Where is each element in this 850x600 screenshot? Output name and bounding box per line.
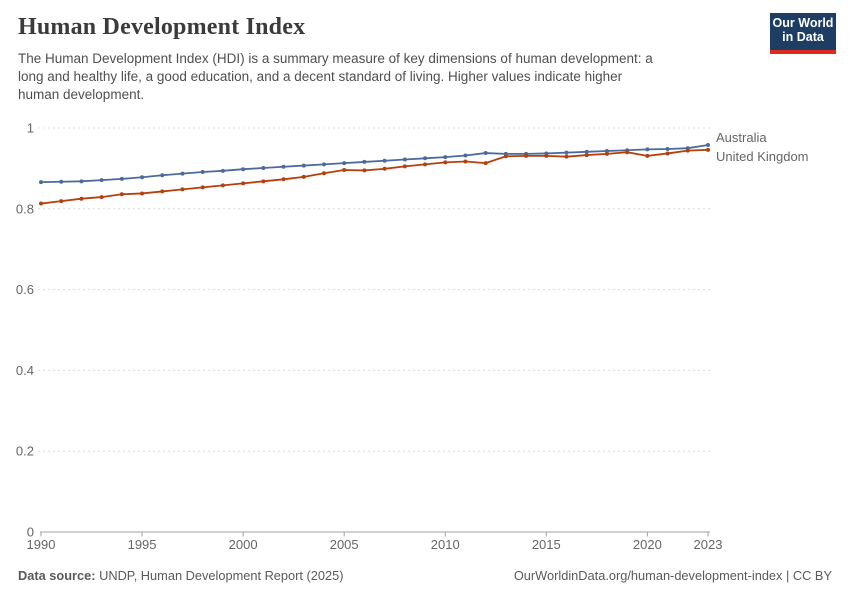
- x-axis-label: 2015: [532, 537, 561, 552]
- y-axis-label: 0.2: [16, 444, 34, 459]
- data-point-marker[interactable]: [382, 158, 387, 163]
- data-point-marker[interactable]: [241, 167, 246, 172]
- data-point-marker[interactable]: [705, 147, 710, 152]
- series-line-australia[interactable]: [39, 142, 710, 185]
- y-axis-label: 0.8: [16, 201, 34, 216]
- data-point-marker[interactable]: [443, 160, 448, 165]
- data-point-marker[interactable]: [160, 189, 165, 194]
- data-point-marker[interactable]: [463, 153, 468, 158]
- series-path-australia: [40, 144, 709, 184]
- data-point-marker[interactable]: [241, 181, 246, 186]
- data-source-note: Data source: UNDP, Human Development Rep…: [18, 568, 344, 583]
- data-point-marker[interactable]: [59, 199, 64, 204]
- data-point-marker[interactable]: [39, 201, 43, 206]
- data-point-marker[interactable]: [119, 176, 124, 181]
- page-title: Human Development Index: [18, 14, 306, 40]
- data-point-marker[interactable]: [281, 177, 286, 182]
- data-point-marker[interactable]: [79, 179, 84, 184]
- x-axis-label: 1990: [27, 537, 56, 552]
- data-point-marker[interactable]: [443, 155, 448, 160]
- chart-footer: Data source: UNDP, Human Development Rep…: [18, 568, 832, 583]
- x-axis-label: 2005: [330, 537, 359, 552]
- data-point-marker[interactable]: [301, 174, 306, 179]
- x-axis-label: 2010: [431, 537, 460, 552]
- data-point-marker[interactable]: [140, 191, 145, 196]
- data-point-marker[interactable]: [321, 162, 326, 167]
- owid-logo-line1: Our World: [772, 16, 834, 30]
- series-path-united-kingdom: [40, 148, 709, 205]
- series-line-united-kingdom[interactable]: [39, 147, 710, 206]
- data-point-marker[interactable]: [402, 164, 407, 169]
- owid-logo[interactable]: Our World in Data: [770, 13, 836, 54]
- data-point-marker[interactable]: [281, 164, 286, 169]
- data-point-marker[interactable]: [261, 179, 266, 184]
- data-point-marker[interactable]: [342, 168, 347, 173]
- data-point-marker[interactable]: [645, 153, 650, 158]
- y-axis-label: 1: [27, 121, 34, 136]
- data-point-marker[interactable]: [342, 161, 347, 166]
- data-point-marker[interactable]: [200, 185, 205, 190]
- data-point-marker[interactable]: [180, 187, 185, 192]
- data-point-marker[interactable]: [685, 148, 690, 153]
- data-point-marker[interactable]: [321, 171, 326, 176]
- data-point-marker[interactable]: [503, 154, 508, 159]
- data-point-marker[interactable]: [665, 147, 670, 152]
- data-point-marker[interactable]: [99, 178, 104, 183]
- data-point-marker[interactable]: [625, 150, 630, 155]
- data-point-marker[interactable]: [220, 168, 225, 173]
- data-point-marker[interactable]: [483, 151, 488, 156]
- x-axis-label: 1995: [128, 537, 157, 552]
- y-axis-label: 0.6: [16, 282, 34, 297]
- y-axis-label: 0.4: [16, 363, 34, 378]
- data-point-marker[interactable]: [584, 149, 589, 154]
- data-point-marker[interactable]: [119, 192, 124, 197]
- data-point-marker[interactable]: [160, 173, 165, 178]
- data-source-label: Data source:: [18, 568, 96, 583]
- data-point-marker[interactable]: [584, 153, 589, 158]
- data-point-marker[interactable]: [382, 166, 387, 171]
- data-point-marker[interactable]: [705, 142, 710, 147]
- chart-subtitle: The Human Development Index (HDI) is a s…: [18, 51, 653, 102]
- data-point-marker[interactable]: [564, 150, 569, 155]
- legend-label-australia[interactable]: Australia: [716, 130, 767, 145]
- data-point-marker[interactable]: [423, 156, 428, 161]
- x-axis-label: 2020: [633, 537, 662, 552]
- x-axis-label: 2000: [229, 537, 258, 552]
- data-point-marker[interactable]: [59, 179, 64, 184]
- data-point-marker[interactable]: [200, 170, 205, 175]
- data-point-marker[interactable]: [645, 147, 650, 152]
- data-point-marker[interactable]: [665, 151, 670, 156]
- chart-header: Human Development Index The Human Develo…: [18, 14, 758, 104]
- owid-logo-line2: in Data: [782, 30, 824, 44]
- data-point-marker[interactable]: [99, 195, 104, 200]
- data-source-text: UNDP, Human Development Report (2025): [95, 568, 344, 583]
- legend-label-united-kingdom[interactable]: United Kingdom: [716, 149, 809, 164]
- data-point-marker[interactable]: [39, 180, 43, 185]
- data-point-marker[interactable]: [79, 196, 84, 201]
- data-point-marker[interactable]: [544, 153, 549, 158]
- data-point-marker[interactable]: [604, 149, 609, 154]
- x-axis-label: 2023: [694, 537, 723, 552]
- data-point-marker[interactable]: [362, 159, 367, 164]
- owid-citation-link[interactable]: OurWorldinData.org/human-development-ind…: [513, 568, 832, 583]
- data-point-marker[interactable]: [604, 151, 609, 156]
- data-point-marker[interactable]: [362, 168, 367, 173]
- data-point-marker[interactable]: [220, 183, 225, 188]
- y-axis-label: 0: [27, 525, 34, 540]
- data-point-marker[interactable]: [180, 171, 185, 176]
- data-point-marker[interactable]: [524, 153, 529, 158]
- data-point-marker[interactable]: [564, 154, 569, 159]
- data-point-marker[interactable]: [423, 162, 428, 167]
- data-point-marker[interactable]: [483, 161, 488, 166]
- data-point-marker[interactable]: [261, 165, 266, 170]
- data-point-marker[interactable]: [402, 157, 407, 162]
- data-point-marker[interactable]: [301, 163, 306, 168]
- data-point-marker[interactable]: [463, 159, 468, 164]
- data-point-marker[interactable]: [140, 175, 145, 180]
